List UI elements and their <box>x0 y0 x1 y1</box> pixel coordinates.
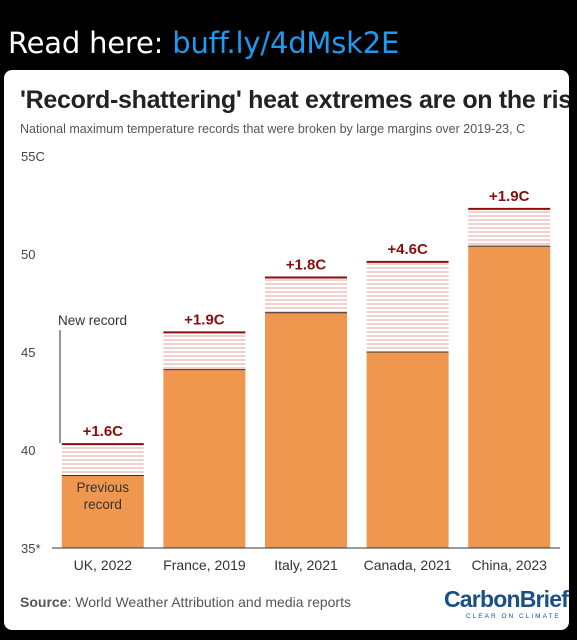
y-tick-label: 40 <box>21 443 35 458</box>
chart-card: 'Record-shattering' heat extremes are on… <box>4 70 569 630</box>
increase-label: +1.8C <box>286 257 327 274</box>
bar-previous-record <box>61 475 144 548</box>
y-tick-label: 50 <box>21 247 35 262</box>
increase-label: +4.6C <box>387 241 428 258</box>
carbon-brief-logo: CarbonBrief CLEAR ON CLIMATE <box>444 586 569 626</box>
logo-name: CarbonBrief <box>444 586 569 612</box>
bar-chart: 35* 40 45 50 55C +1.6C UK, 2022 +1.9C France, 20… <box>21 149 560 573</box>
category-label: France, 2019 <box>163 557 246 573</box>
category-label: Canada, 2021 <box>364 557 452 573</box>
source-note: Source: World Weather Attribution and me… <box>20 594 351 610</box>
y-tick-label: 55C <box>21 149 45 164</box>
bar-previous-record <box>468 246 551 548</box>
bar-previous-record <box>265 312 347 548</box>
category-label: China, 2023 <box>471 557 547 573</box>
increase-label: +1.9C <box>184 311 225 328</box>
logo-tagline: CLEAR ON CLIMATE <box>466 613 561 620</box>
bar-increase <box>366 261 449 352</box>
bar-previous-record <box>366 352 449 548</box>
increase-label: +1.9C <box>489 188 530 205</box>
chart-title: 'Record-shattering' heat extremes are on… <box>20 86 569 114</box>
bar-previous-record <box>163 369 246 548</box>
chart-subtitle: National maximum temperature records tha… <box>20 122 526 136</box>
increase-label: +1.6C <box>83 423 124 440</box>
y-tick-label: 45 <box>21 345 35 360</box>
y-tick-label: 35* <box>21 541 41 556</box>
annotation-previous-record-1: Previous <box>77 480 130 495</box>
annotation-previous-record-2: record <box>84 497 122 512</box>
bar-increase <box>61 444 144 476</box>
tweet-link[interactable]: buff.ly/4dMsk2E <box>172 26 400 60</box>
tweet-prefix: Read here: <box>8 26 173 60</box>
category-label: Italy, 2021 <box>274 557 338 573</box>
category-label: UK, 2022 <box>74 557 133 573</box>
source-label: Source <box>20 594 68 610</box>
bar-increase <box>265 277 347 313</box>
tweet-text: Read here: buff.ly/4dMsk2E <box>8 26 399 60</box>
annotation-new-record: New record <box>58 313 127 328</box>
source-text: : World Weather Attribution and media re… <box>67 594 351 610</box>
bar-increase <box>468 208 551 247</box>
bar-increase <box>163 332 246 370</box>
